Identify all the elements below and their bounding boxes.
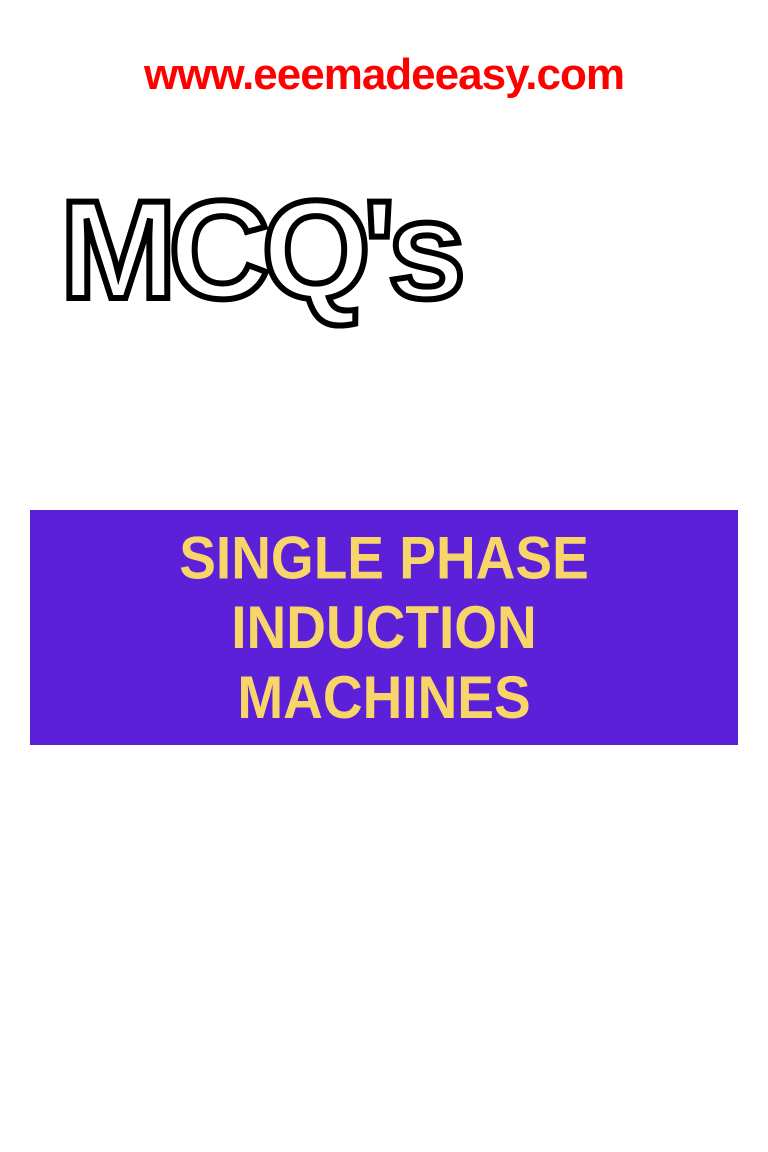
mcq-title-text: MCQ's bbox=[60, 171, 458, 328]
banner-text-container: SINGLE PHASE INDUCTION MACHINES bbox=[50, 523, 718, 732]
topic-banner: SINGLE PHASE INDUCTION MACHINES bbox=[30, 510, 738, 745]
website-url: www.eeemadeeasy.com bbox=[0, 50, 768, 100]
mcq-heading: MCQ's bbox=[60, 180, 458, 320]
banner-line-2: MACHINES bbox=[50, 662, 718, 732]
banner-line-1: SINGLE PHASE INDUCTION bbox=[50, 523, 718, 662]
url-text: www.eeemadeeasy.com bbox=[144, 50, 624, 99]
